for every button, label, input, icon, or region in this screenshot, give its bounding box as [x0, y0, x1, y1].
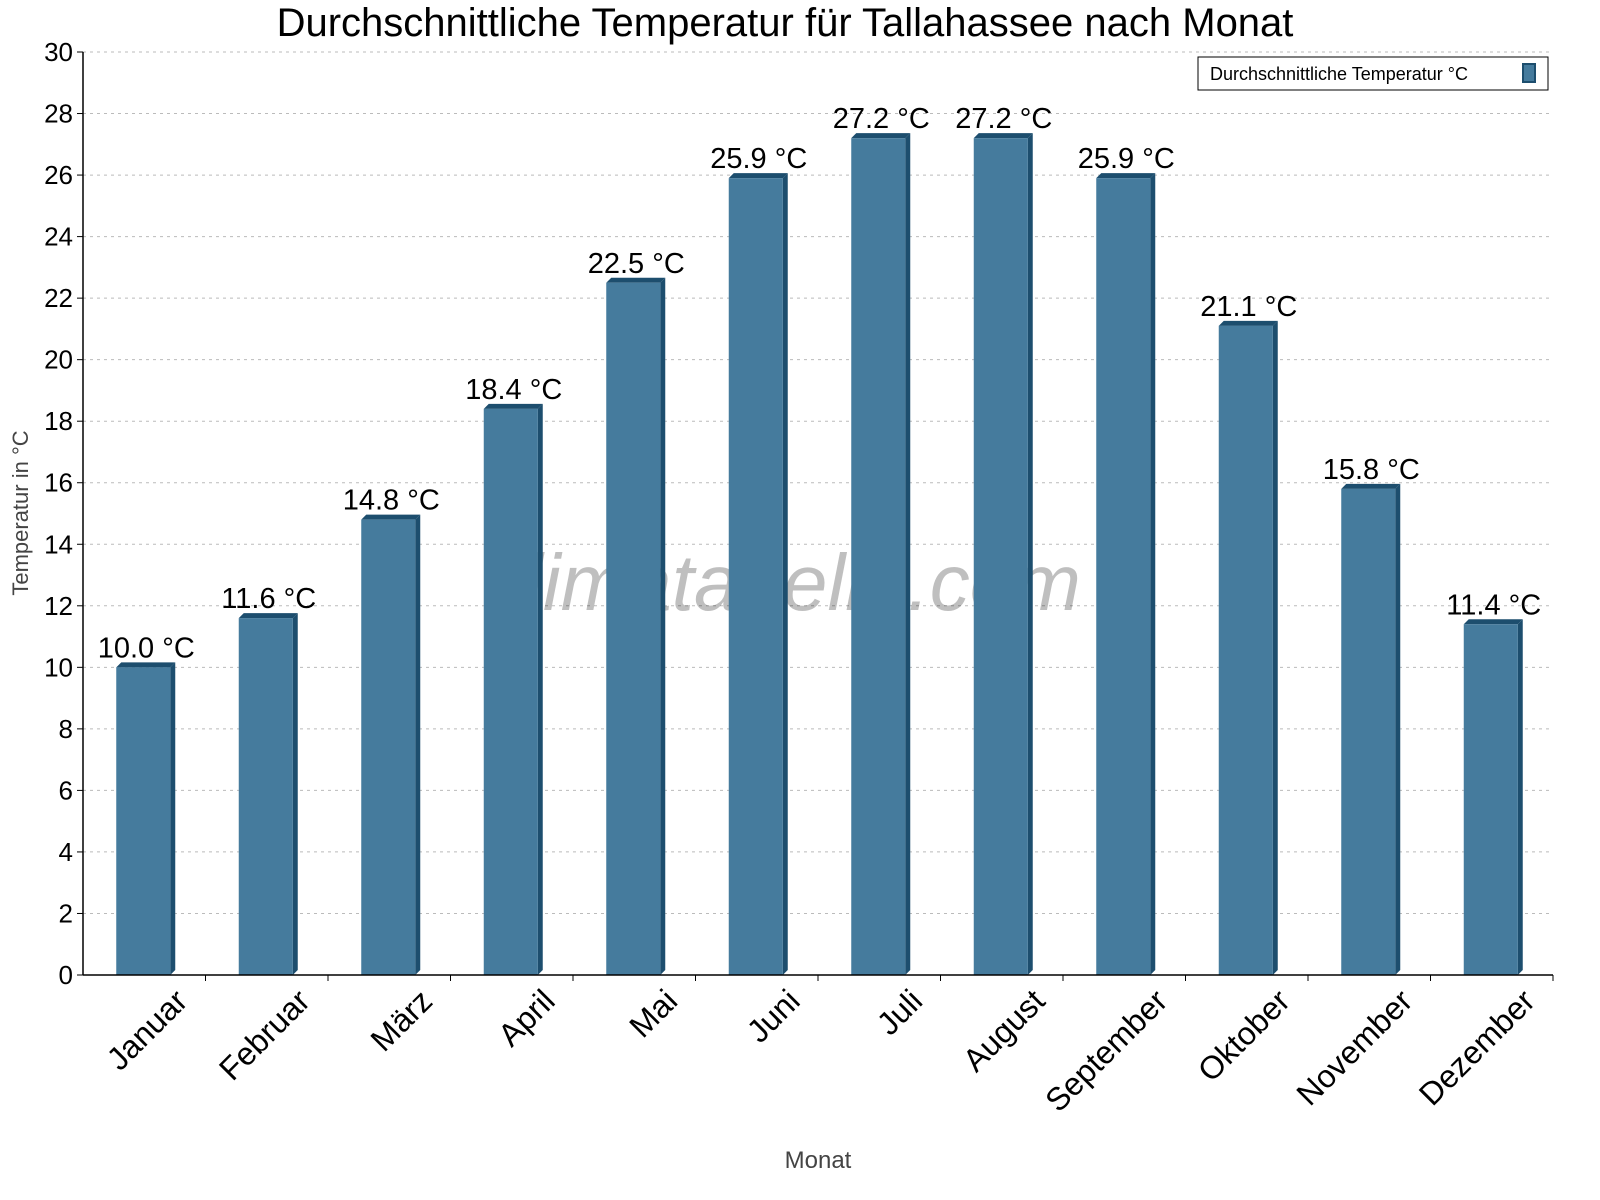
bar	[361, 519, 416, 975]
legend-label: Durchschnittliche Temperatur °C	[1210, 64, 1468, 84]
bar-side	[537, 403, 543, 976]
x-tick-label: September	[1038, 982, 1174, 1118]
y-tick-label: 20	[44, 345, 73, 375]
y-tick-label: 12	[44, 591, 73, 621]
y-tick-label: 18	[44, 406, 73, 436]
bar-side	[1027, 133, 1033, 975]
y-tick-label: 8	[59, 714, 73, 744]
bar-side	[660, 277, 666, 975]
y-tick-label: 4	[59, 837, 73, 867]
bar	[1218, 325, 1273, 975]
y-tick-label: 10	[44, 652, 73, 682]
y-tick-label: 16	[44, 468, 73, 498]
bar	[1463, 624, 1518, 975]
bar	[1096, 178, 1151, 976]
y-tick-label: 2	[59, 898, 73, 928]
x-tick-label: November	[1289, 982, 1419, 1112]
data-label: 27.2 °C	[955, 103, 1052, 135]
y-tick-label: 14	[44, 529, 73, 559]
bar-top	[1096, 173, 1156, 179]
legend: Durchschnittliche Temperatur °C	[1197, 56, 1549, 91]
y-tick-label: 24	[44, 222, 73, 252]
bar-side	[1517, 619, 1523, 975]
gridlines	[83, 51, 1553, 914]
bar-side	[292, 613, 298, 975]
bar-top	[238, 613, 298, 619]
data-label: 11.4 °C	[1446, 589, 1541, 621]
data-label: 14.8 °C	[343, 485, 440, 517]
x-tick-label: August	[956, 982, 1052, 1078]
bar-side	[782, 173, 788, 976]
bar-side	[415, 514, 421, 975]
data-label: 25.9 °C	[1078, 143, 1175, 175]
bar-top	[483, 403, 543, 409]
bar	[483, 408, 538, 976]
data-label: 25.9 °C	[710, 143, 807, 175]
bar-top	[851, 133, 911, 139]
bar	[973, 138, 1028, 975]
bar	[728, 178, 783, 976]
data-label: 27.2 °C	[833, 103, 930, 135]
x-tick-label: April	[491, 982, 562, 1053]
bar	[1341, 488, 1396, 975]
x-tick-label: März	[363, 982, 439, 1058]
data-label: 22.5 °C	[588, 248, 685, 280]
data-label: 15.8 °C	[1323, 454, 1420, 486]
bar-top	[973, 133, 1033, 139]
x-tick-label: Juli	[870, 982, 929, 1041]
x-tick-label: Februar	[212, 982, 317, 1087]
bar-top	[116, 662, 176, 668]
bar-side	[1272, 320, 1278, 975]
y-tick-label: 30	[44, 37, 73, 67]
y-tick-label: 28	[44, 99, 73, 129]
y-tick-label: 6	[59, 775, 73, 805]
bar	[116, 667, 171, 975]
bar-top	[361, 514, 421, 520]
x-tick-label: Dezember	[1412, 982, 1542, 1112]
bar-top	[1341, 483, 1401, 489]
bar-side	[1150, 173, 1156, 976]
bar-side	[905, 133, 911, 975]
data-label: 18.4 °C	[465, 374, 562, 406]
x-tick-label: Januar	[100, 982, 195, 1077]
y-tick-label: 22	[44, 283, 73, 313]
y-tick-label: 26	[44, 160, 73, 190]
bars: 10.0 °C 11.6 °C 14.8 °C 18.4 °C 22.5 °C 25.9 …	[98, 103, 1541, 976]
x-tick-label: Mai	[622, 982, 684, 1044]
bar-top	[1463, 619, 1523, 625]
y-axis-label: Temperatur in °C	[8, 430, 33, 595]
legend-swatch	[1522, 63, 1536, 83]
x-axis-label: Monat	[785, 1147, 852, 1174]
bar-top	[1218, 320, 1278, 326]
data-label: 11.6 °C	[221, 583, 316, 615]
bar	[606, 282, 661, 975]
y-tick-label: 0	[59, 960, 73, 990]
bar-top	[606, 277, 666, 283]
bar	[238, 618, 293, 975]
data-label: 21.1 °C	[1200, 291, 1297, 323]
chart-title: Durchschnittliche Temperatur für Tallaha…	[277, 1, 1294, 45]
bar-side	[170, 662, 176, 975]
bar-top	[728, 173, 788, 179]
x-tick-label: Juni	[740, 982, 807, 1049]
x-tick-label: Oktober	[1191, 982, 1297, 1088]
data-label: 10.0 °C	[98, 632, 195, 664]
bar	[851, 138, 906, 975]
bar-side	[1395, 483, 1401, 975]
